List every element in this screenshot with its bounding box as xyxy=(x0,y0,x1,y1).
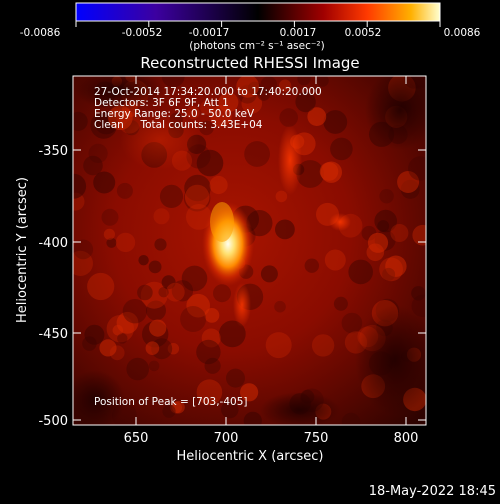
colorbar: -0.0086 -0.0052 -0.0017 0.0017 0.0052 0.… xyxy=(20,2,481,52)
colorbar-tick-label: -0.0086 xyxy=(20,27,61,39)
x-axis-label: Heliocentric X (arcsec) xyxy=(177,449,324,464)
colorbar-tick-label: -0.0017 xyxy=(189,27,230,39)
colorbar-tick-label: 0.0052 xyxy=(345,27,382,39)
x-tick-label: 650 xyxy=(124,431,149,446)
y-tick-label: -350 xyxy=(38,144,68,159)
y-tick-label: -400 xyxy=(38,236,68,251)
plot-frame xyxy=(72,75,427,426)
info-detectors: Detectors: 3F 6F 9F, Att 1 xyxy=(94,97,229,109)
colorbar-tick-label: -0.0052 xyxy=(122,27,163,39)
x-tick-label: 800 xyxy=(394,431,419,446)
rhessi-image xyxy=(73,76,426,425)
info-clean-counts: Clean Total counts: 3.43E+04 xyxy=(94,119,263,131)
info-time-range: 27-Oct-2014 17:34:20.000 to 17:40:20.000 xyxy=(94,86,322,98)
colorbar-unit-label: (photons cm⁻² s⁻¹ asec⁻²) xyxy=(189,40,324,52)
plot-title: Reconstructed RHESSI Image xyxy=(140,54,359,72)
x-axis xyxy=(135,76,407,425)
y-tick-label: -500 xyxy=(38,414,68,429)
x-tick-label: 700 xyxy=(214,431,239,446)
colorbar-gradient xyxy=(75,2,441,22)
info-peak-position: Position of Peak = [703,-405] xyxy=(94,396,248,408)
footer-timestamp: 18-May-2022 18:45 xyxy=(369,484,496,499)
y-axis-label: Heliocentric Y (arcsec) xyxy=(15,177,30,323)
x-tick-label: 750 xyxy=(304,431,329,446)
colorbar-tick-label: 0.0086 xyxy=(444,27,481,39)
y-tick-label: -450 xyxy=(38,327,68,342)
y-axis xyxy=(73,149,426,421)
colorbar-tick-label: 0.0017 xyxy=(280,27,317,39)
info-energy-range: Energy Range: 25.0 - 50.0 keV xyxy=(94,108,255,120)
